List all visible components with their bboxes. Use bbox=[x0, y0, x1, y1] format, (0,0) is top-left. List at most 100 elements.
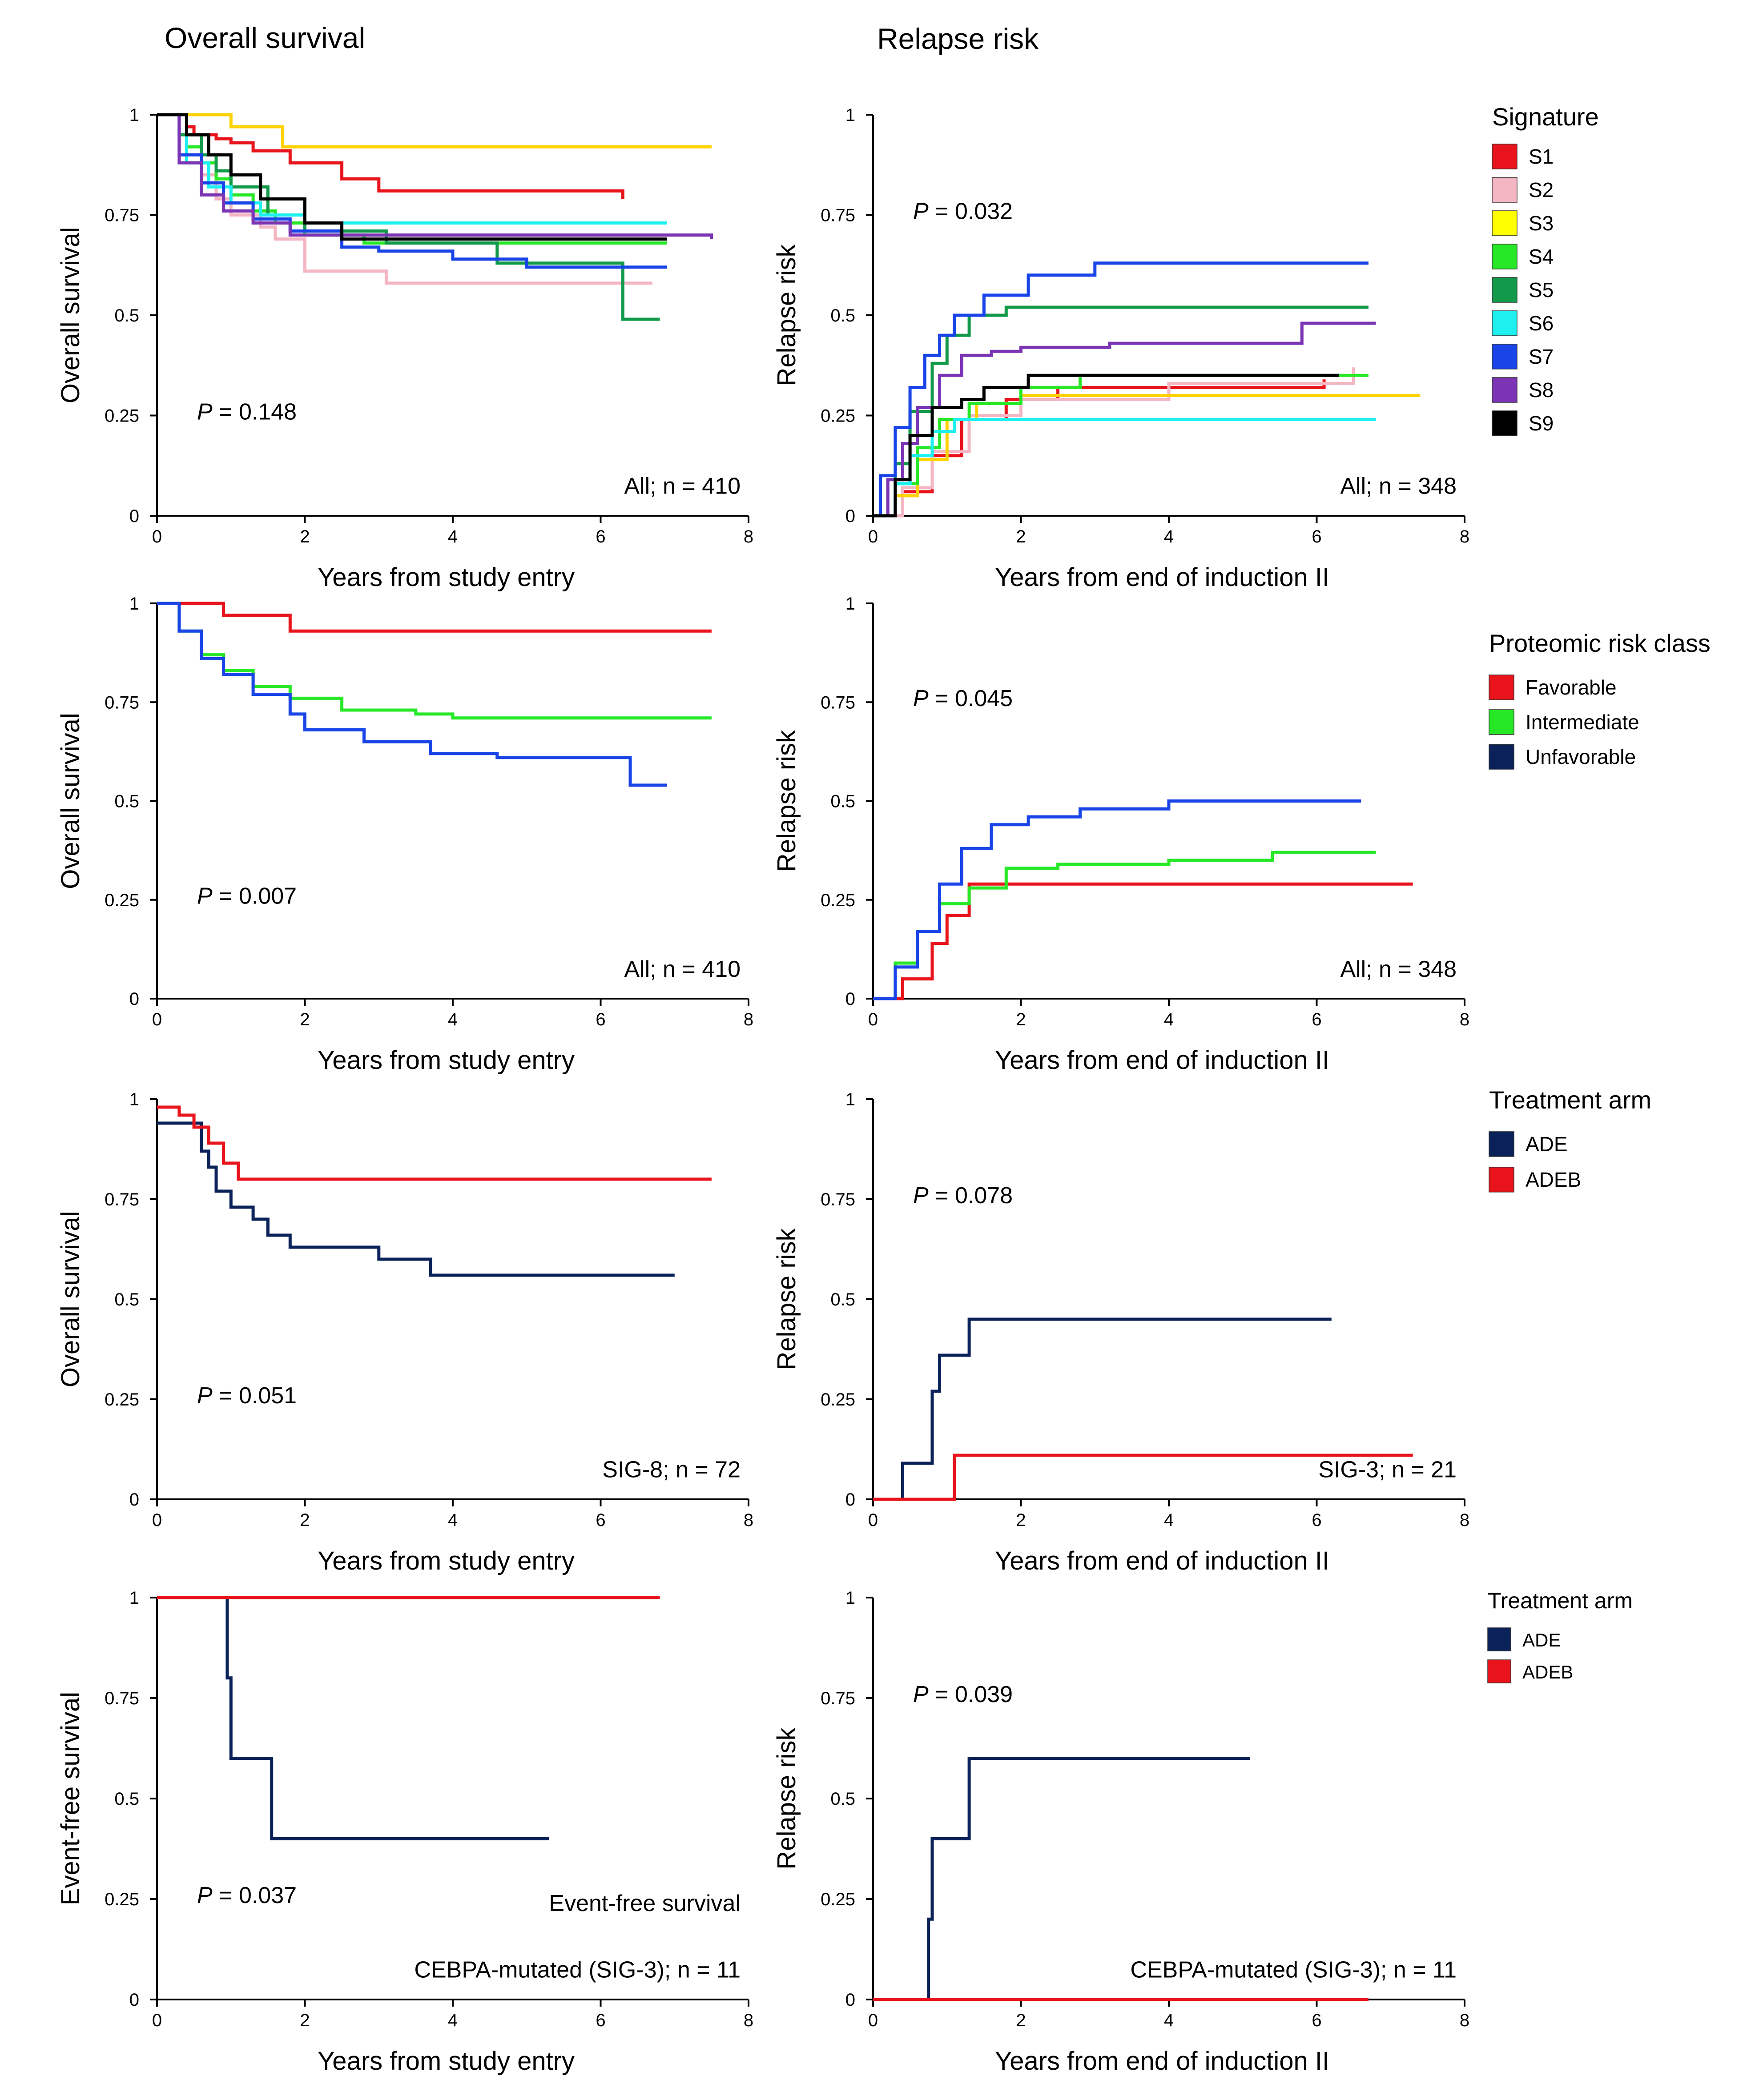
x-axis-label: Years from end of induction II bbox=[995, 563, 1329, 592]
series-line-intermediate bbox=[157, 602, 712, 720]
y-tick-label: 0 bbox=[845, 989, 855, 1009]
panel-note: SIG-3; n = 21 bbox=[1318, 1457, 1457, 1483]
x-tick-label: 8 bbox=[744, 527, 753, 546]
y-tick-label: 1 bbox=[129, 1090, 139, 1109]
y-axis-label: Overall survival bbox=[56, 227, 85, 403]
legend-title: Signature bbox=[1492, 103, 1599, 131]
p-value-label: P = 0.045 bbox=[913, 686, 1013, 711]
x-tick-label: 6 bbox=[1312, 2011, 1321, 2030]
y-axis-label: Relapse risk bbox=[772, 1727, 801, 1869]
x-tick-label: 4 bbox=[448, 1510, 458, 1530]
legend-label: S4 bbox=[1529, 245, 1554, 268]
p-value-label: P = 0.007 bbox=[197, 883, 297, 909]
y-tick-label: 0.25 bbox=[821, 1390, 855, 1409]
series-line-s9 bbox=[873, 373, 1339, 518]
x-tick-label: 2 bbox=[300, 1510, 310, 1530]
y-tick-label: 1 bbox=[129, 594, 139, 614]
panel-note-top: Event-free survival bbox=[549, 1891, 741, 1916]
y-tick-label: 0 bbox=[129, 989, 139, 1009]
p-value-label: P = 0.078 bbox=[913, 1183, 1013, 1209]
series-line-s9 bbox=[157, 113, 668, 241]
chart-rr_cebpa: 0 0.25 0.5 0.75 1 0 2 4 6 8 Years from end of indu… bbox=[772, 1588, 1469, 2076]
y-tick-label: 0.75 bbox=[821, 206, 855, 225]
legend-label: Favorable bbox=[1526, 676, 1617, 699]
y-tick-label: 1 bbox=[845, 1090, 855, 1109]
y-tick-label: 1 bbox=[845, 1588, 855, 1608]
p-value-label: P = 0.032 bbox=[913, 199, 1013, 225]
legend-2: Proteomic risk class Favorable Intermediat… bbox=[1489, 629, 1711, 770]
legend-label: S2 bbox=[1529, 178, 1554, 201]
y-tick-label: 0 bbox=[845, 1990, 855, 2010]
x-tick-label: 4 bbox=[1164, 2011, 1174, 2030]
x-tick-label: 0 bbox=[152, 2011, 162, 2030]
x-tick-label: 0 bbox=[152, 1510, 162, 1530]
y-tick-label: 0 bbox=[129, 1490, 139, 1510]
legend-label: Intermediate bbox=[1526, 711, 1639, 734]
y-tick-label: 0.5 bbox=[830, 792, 855, 811]
legend-swatch bbox=[1492, 310, 1518, 336]
x-tick-label: 2 bbox=[1016, 2011, 1026, 2030]
x-tick-label: 6 bbox=[596, 2011, 605, 2030]
x-tick-label: 4 bbox=[448, 2011, 458, 2030]
p-value-label: P = 0.037 bbox=[197, 1883, 297, 1908]
x-tick-label: 4 bbox=[1164, 1510, 1174, 1530]
x-tick-label: 2 bbox=[1016, 1510, 1026, 1530]
legend-label: S1 bbox=[1529, 145, 1554, 168]
series-line-s5 bbox=[873, 305, 1369, 518]
legend-swatch bbox=[1489, 1131, 1514, 1157]
x-axis-label: Years from study entry bbox=[318, 563, 575, 592]
x-tick-label: 2 bbox=[300, 527, 310, 546]
chart-efs_cebpa: 0 0.25 0.5 0.75 1 0 2 4 6 8 Years from study entry… bbox=[56, 1588, 753, 2076]
y-tick-label: 0.5 bbox=[114, 1290, 139, 1309]
legend-swatch bbox=[1489, 1167, 1514, 1193]
legend-swatch bbox=[1492, 177, 1518, 203]
legends: Signature S1 S2 S3 S4 S5 S6 S7 S8 S9 Proteomic ris… bbox=[1487, 103, 1711, 1683]
x-tick-label: 0 bbox=[868, 1010, 878, 1029]
legend-title: Treatment arm bbox=[1488, 1588, 1633, 1613]
panel-note: CEBPA-mutated (SIG-3); n = 11 bbox=[414, 1957, 741, 1983]
p-value-label: P = 0.039 bbox=[913, 1682, 1013, 1707]
chart-rr_proteomic: 0 0.25 0.5 0.75 1 0 2 4 6 8 Years from end of indu… bbox=[772, 594, 1469, 1075]
legend-3: Treatment arm ADE ADEB bbox=[1489, 1086, 1651, 1193]
series-line-s6 bbox=[157, 113, 668, 225]
x-tick-label: 0 bbox=[868, 527, 878, 546]
y-tick-label: 0.75 bbox=[105, 1689, 139, 1708]
p-value-label: P = 0.148 bbox=[197, 399, 297, 425]
legend-swatch bbox=[1492, 144, 1518, 169]
x-tick-label: 6 bbox=[596, 1010, 605, 1029]
y-tick-label: 0 bbox=[845, 506, 855, 526]
x-tick-label: 6 bbox=[1312, 527, 1321, 546]
legend-swatch bbox=[1492, 344, 1518, 369]
series-line-ade bbox=[157, 1596, 549, 1840]
y-tick-label: 0.5 bbox=[114, 792, 139, 811]
legend-1: Signature S1 S2 S3 S4 S5 S6 S7 S8 S9 bbox=[1492, 103, 1599, 436]
x-tick-label: 4 bbox=[448, 527, 458, 546]
x-tick-label: 6 bbox=[596, 527, 605, 546]
legend-label: Unfavorable bbox=[1526, 745, 1636, 768]
y-axis-label: Overall survival bbox=[56, 713, 85, 889]
x-tick-label: 2 bbox=[300, 2011, 310, 2030]
panel-note: All; n = 348 bbox=[1340, 473, 1457, 499]
series-line-intermediate bbox=[873, 851, 1376, 1000]
x-tick-label: 0 bbox=[152, 1010, 162, 1029]
chart-rr_signature: 0 0.25 0.5 0.75 1 0 2 4 6 8 Years from end of indu… bbox=[772, 105, 1469, 592]
y-tick-label: 0 bbox=[129, 1990, 139, 2010]
legend-title: Treatment arm bbox=[1489, 1086, 1651, 1114]
series-line-adeb bbox=[157, 1105, 712, 1181]
series-line-s3 bbox=[157, 113, 712, 149]
y-axis-label: Event-free survival bbox=[56, 1692, 85, 1905]
legend-label: ADE bbox=[1526, 1132, 1568, 1156]
series-line-adeb bbox=[873, 1454, 1413, 1501]
x-tick-label: 2 bbox=[1016, 1010, 1026, 1029]
series-line-favorable bbox=[873, 882, 1413, 1000]
x-tick-label: 6 bbox=[1312, 1010, 1321, 1029]
y-tick-label: 0.5 bbox=[830, 1290, 855, 1309]
legend-label: ADEB bbox=[1522, 1662, 1573, 1682]
panel-note: All; n = 348 bbox=[1340, 956, 1457, 982]
legend-label: S9 bbox=[1529, 412, 1554, 435]
y-tick-label: 0.5 bbox=[830, 306, 855, 325]
y-tick-label: 0.25 bbox=[821, 1890, 855, 1909]
legend-swatch bbox=[1492, 277, 1518, 303]
legend-label: ADE bbox=[1522, 1630, 1561, 1650]
x-axis-label: Years from end of induction II bbox=[995, 1546, 1329, 1575]
